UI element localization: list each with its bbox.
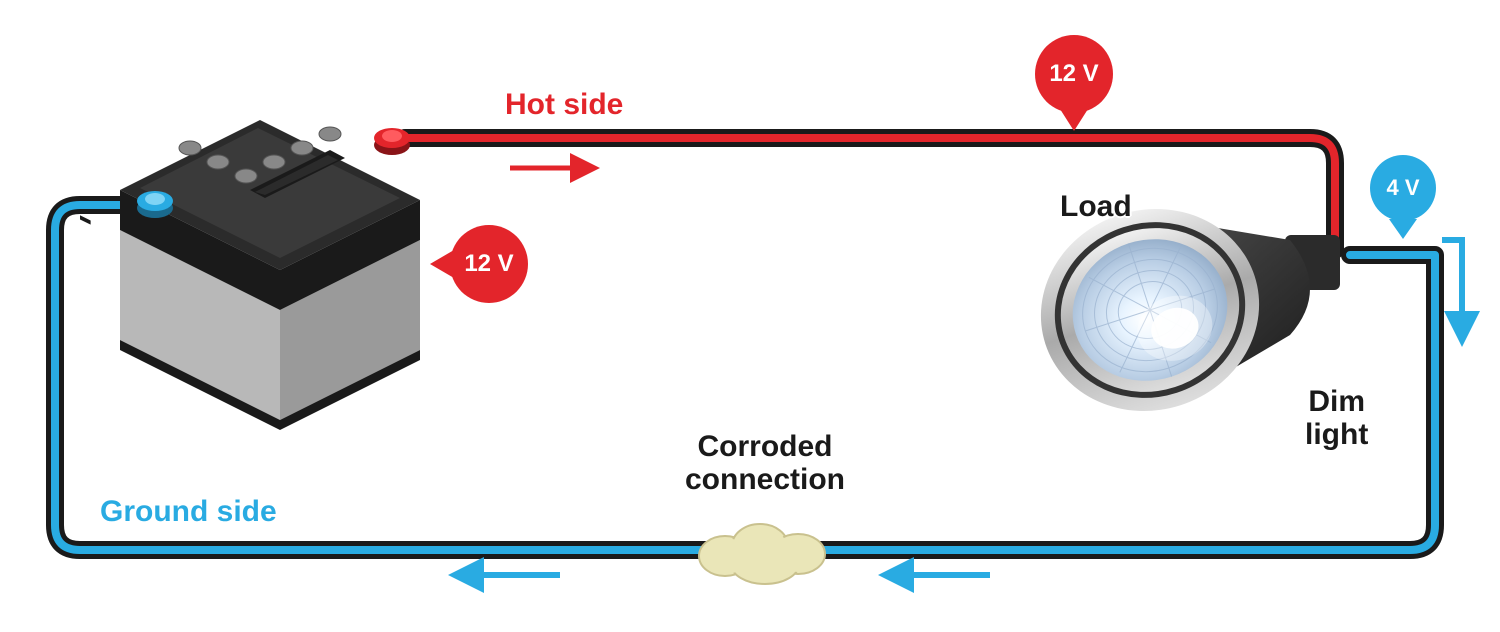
voltage-pin-ground-4v: 4 V: [1370, 155, 1436, 221]
battery-icon: + −: [80, 70, 460, 430]
dim-light-label-l2: light: [1305, 418, 1368, 451]
corroded-label-l1: Corroded: [698, 430, 833, 463]
hot-side-label: Hot side: [505, 88, 623, 122]
voltage-pin-battery-12v: 12 V: [450, 225, 528, 303]
circuit-diagram: + −: [0, 0, 1500, 632]
ground-side-label: Ground side: [100, 495, 277, 529]
corrosion-cloud-icon: [690, 518, 840, 588]
flow-arrow-cyan-hook: [1442, 240, 1462, 258]
dim-light-label: Dim light: [1305, 385, 1368, 451]
voltage-pin-battery-12v-text: 12 V: [464, 250, 513, 278]
voltage-pin-hot-12v-text: 12 V: [1049, 60, 1098, 88]
svg-text:−: −: [80, 191, 92, 244]
dim-light-label-l1: Dim: [1308, 385, 1365, 418]
load-label: Load: [1060, 190, 1132, 224]
voltage-pin-ground-4v-text: 4 V: [1386, 175, 1419, 201]
corroded-label-l2: connection: [685, 463, 845, 496]
corroded-label: Corroded connection: [685, 430, 845, 496]
voltage-pin-hot-12v: 12 V: [1035, 35, 1113, 113]
